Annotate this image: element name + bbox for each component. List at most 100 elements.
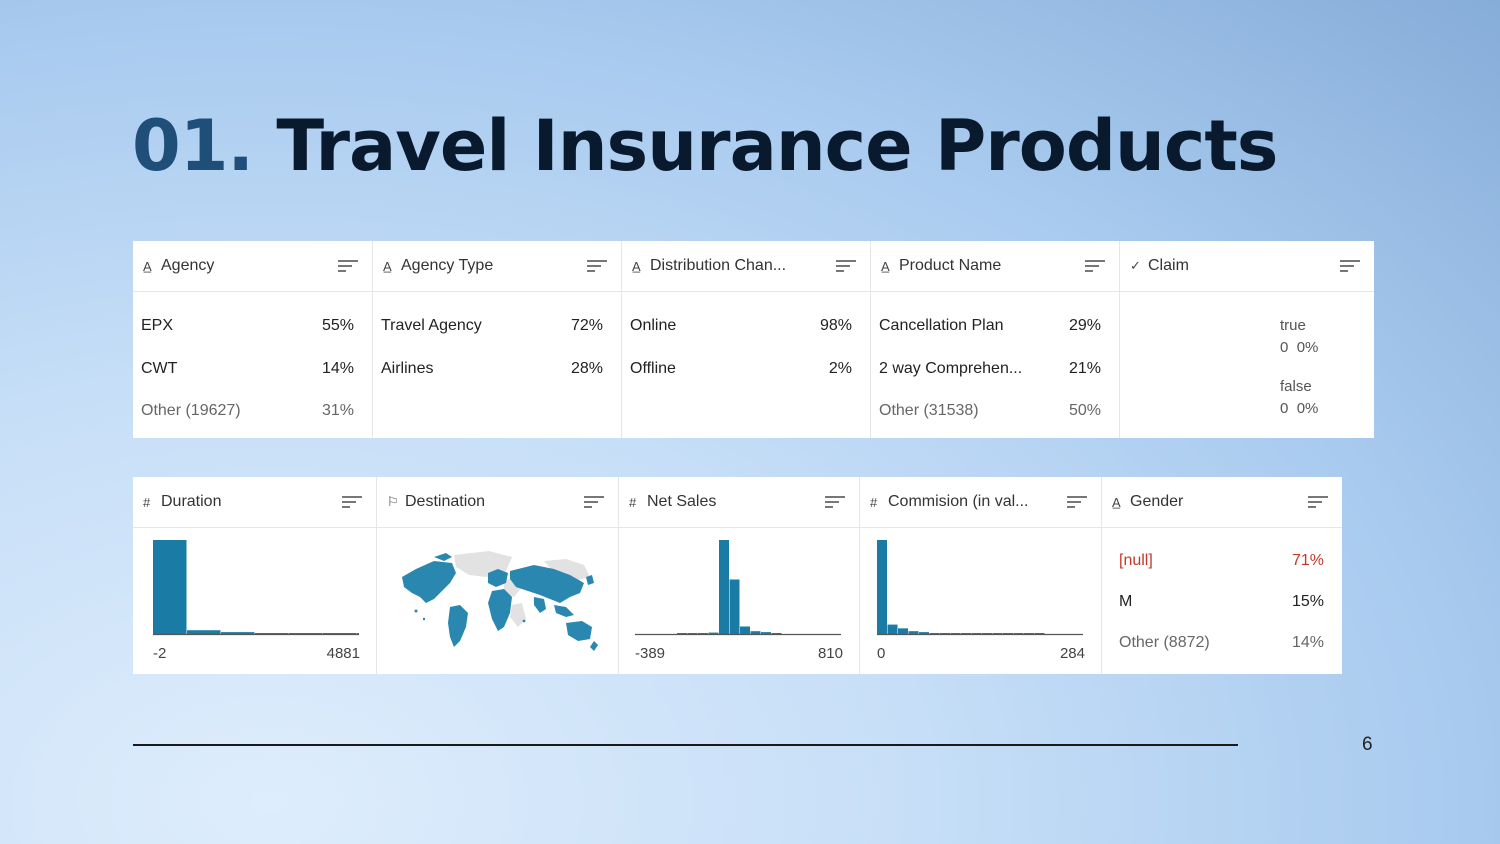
axis-max-label: 4881	[326, 645, 360, 662]
claim-value-name: true	[1280, 317, 1306, 334]
column-header[interactable]: A̲ Agency	[133, 241, 372, 292]
histogram-bar	[153, 540, 187, 634]
axis-min-label: -389	[635, 645, 666, 662]
histogram-bar	[323, 633, 357, 634]
column-header[interactable]: ✓ Claim	[1120, 241, 1374, 292]
claim-true: true 0 0%	[1280, 315, 1318, 359]
histogram-bar	[289, 633, 323, 634]
histogram-bar	[877, 540, 887, 634]
histogram-bar	[992, 633, 1003, 634]
histogram-bar	[1034, 633, 1045, 634]
sort-icon[interactable]	[342, 495, 362, 509]
column-header[interactable]: A̲ Agency Type	[373, 241, 621, 292]
histogram-bar	[1013, 633, 1024, 634]
column-header[interactable]: # Net Sales	[619, 477, 859, 528]
histogram-bar	[740, 626, 750, 634]
sort-icon[interactable]	[587, 259, 607, 273]
value-percent: 28%	[570, 360, 603, 377]
column-product-name: A̲ Product Name Cancellation Plan 29% 2 w…	[871, 241, 1120, 438]
column-summary-table-2: # Duration -2 4881 ⚐ Destination	[133, 477, 1342, 674]
value-percent: 31%	[321, 402, 354, 419]
column-agency: A̲ Agency EPX 55% CWT 14% Other (19627) 31%	[133, 241, 373, 438]
histogram-bar	[750, 631, 761, 634]
value-percent: 98%	[819, 317, 852, 334]
histogram-bar	[1003, 633, 1013, 634]
value-row: [null] 71%	[1119, 552, 1324, 570]
column-header[interactable]: A̲ Gender	[1102, 477, 1342, 528]
claim-value-name: false	[1280, 378, 1312, 395]
column-duration: # Duration -2 4881	[133, 477, 377, 674]
sort-icon[interactable]	[825, 495, 845, 509]
histogram-bar	[771, 633, 782, 634]
sort-icon[interactable]	[1085, 259, 1105, 273]
histogram-axis: -389 810	[635, 645, 843, 662]
histogram-bar	[687, 633, 698, 634]
net-sales-histogram	[635, 540, 841, 636]
sort-icon[interactable]	[1067, 495, 1087, 509]
axis-min-label: 0	[877, 645, 886, 662]
histogram-bar	[708, 632, 719, 634]
column-header-label: Agency Type	[401, 257, 494, 274]
value-row: CWT 14%	[141, 360, 354, 378]
value-row: Airlines 28%	[381, 360, 603, 378]
sort-icon[interactable]	[338, 259, 358, 273]
sort-icon[interactable]	[584, 495, 604, 509]
histogram-bar	[950, 633, 961, 634]
value-label: Airlines	[381, 360, 434, 377]
hash-icon: #	[870, 494, 878, 510]
histogram-bar	[221, 632, 255, 634]
hash-icon: #	[629, 494, 637, 510]
column-header[interactable]: A̲ Distribution Chan...	[622, 241, 870, 292]
sort-icon[interactable]	[1340, 259, 1360, 273]
sort-icon[interactable]	[836, 259, 856, 273]
value-percent: 14%	[1291, 634, 1324, 651]
value-percent: 2%	[828, 360, 852, 377]
value-label: Cancellation Plan	[879, 317, 1004, 334]
value-percent: 71%	[1291, 552, 1324, 569]
column-header-label: Distribution Chan...	[650, 257, 787, 274]
value-row: 2 way Comprehen... 21%	[879, 360, 1101, 378]
column-distribution-channel: A̲ Distribution Chan... Online 98% Offlin…	[622, 241, 871, 438]
column-header[interactable]: ⚐ Destination	[377, 477, 618, 528]
value-label: Other (8872)	[1119, 634, 1210, 651]
histogram-bar	[887, 624, 898, 634]
value-percent: 15%	[1291, 593, 1324, 610]
column-header[interactable]: A̲ Product Name	[871, 241, 1119, 292]
histogram-bar	[187, 630, 221, 634]
value-percent: 29%	[1068, 317, 1101, 334]
text-type-icon: A̲	[632, 258, 641, 274]
column-agency-type: A̲ Agency Type Travel Agency 72% Airlines…	[373, 241, 622, 438]
histogram-bar	[971, 633, 982, 634]
column-header[interactable]: # Duration	[133, 477, 376, 528]
column-header-label: Product Name	[899, 257, 1002, 274]
value-label: Other (19627)	[141, 402, 241, 419]
column-gender: A̲ Gender [null] 71% M 15% Other (8872) 14%	[1102, 477, 1342, 674]
column-header-label: Destination	[405, 493, 486, 510]
column-commision: # Commision (in val... 0 284	[860, 477, 1102, 674]
value-label: Travel Agency	[381, 317, 482, 334]
value-row: Other (8872) 14%	[1119, 634, 1324, 652]
world-map	[402, 551, 598, 651]
page-number: 6	[1362, 734, 1373, 755]
page-title: 01. Travel Insurance Products	[132, 104, 1278, 188]
value-percent: 14%	[321, 360, 354, 377]
value-percent: 55%	[321, 317, 354, 334]
axis-min-label: -2	[153, 645, 167, 662]
histogram-bar	[940, 633, 950, 634]
value-label: Other (31538)	[879, 402, 979, 419]
histogram-axis: 0 284	[877, 645, 1085, 662]
footer-divider	[133, 744, 1238, 746]
value-label: Online	[630, 317, 677, 334]
histogram-bar	[729, 579, 740, 634]
value-label: Offline	[630, 360, 676, 377]
histogram-bar	[698, 633, 708, 634]
text-type-icon: A̲	[383, 258, 392, 274]
column-header[interactable]: # Commision (in val...	[860, 477, 1101, 528]
column-header-label: Gender	[1130, 493, 1184, 510]
histogram-bar	[719, 540, 729, 634]
sort-icon[interactable]	[1308, 495, 1328, 509]
duration-histogram	[153, 540, 359, 636]
histogram-axis: -2 4881	[153, 645, 360, 662]
value-label: CWT	[141, 360, 178, 377]
title-number: 01.	[132, 105, 254, 187]
